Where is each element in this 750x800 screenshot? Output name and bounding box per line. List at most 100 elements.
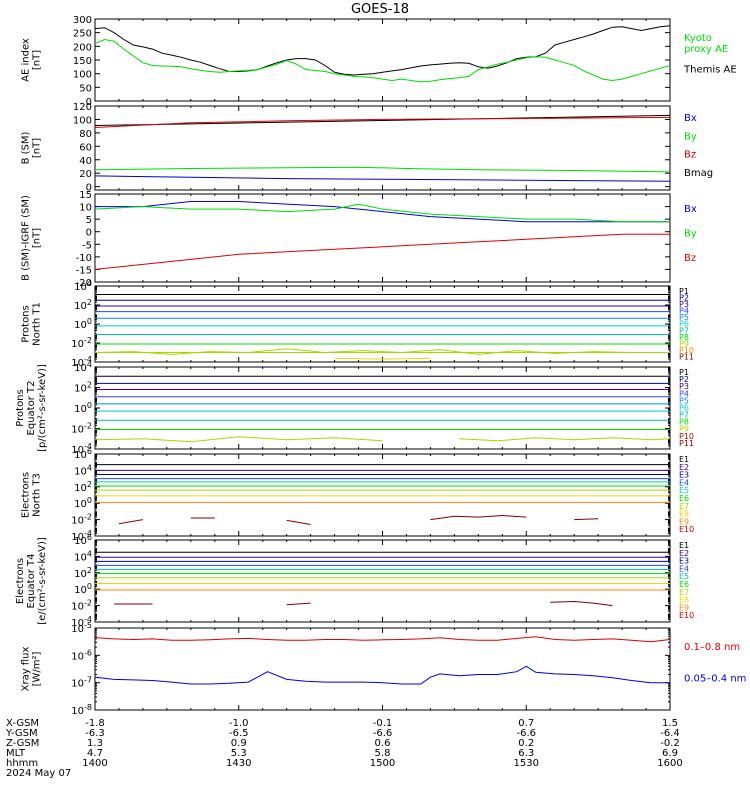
tick-exponent: -2 xyxy=(84,336,92,345)
legend-label: Kyoto xyxy=(684,33,712,44)
legend-label: Themis AE xyxy=(683,64,737,75)
y-tick-label: 10-4 xyxy=(71,615,92,629)
series-bx xyxy=(95,201,670,223)
channel-label-p1: P1 xyxy=(679,287,689,296)
tick-exponent: -5 xyxy=(84,621,92,630)
tick-exponent: -4 xyxy=(84,615,92,624)
channel-label-e9: E9 xyxy=(679,603,689,612)
panel-frame xyxy=(94,193,671,283)
y-tick-label: 102 xyxy=(74,381,92,395)
channel-label-p2: P2 xyxy=(679,294,689,303)
series-e10c xyxy=(286,519,311,525)
channel-label-p7: P7 xyxy=(679,326,689,335)
channel-label-e2: E2 xyxy=(679,549,689,558)
series-0-1-0-8-nm xyxy=(94,636,671,643)
tick-exponent: -4 xyxy=(84,529,92,538)
tick-base: 10 xyxy=(71,679,84,690)
y-tick-label: 106 xyxy=(74,533,92,547)
y-tick-label: 100 xyxy=(74,582,92,596)
series-p10 xyxy=(334,357,431,360)
channel-label-p4: P4 xyxy=(679,389,689,398)
channel-label-e10: E10 xyxy=(679,611,694,620)
channel-label-e9: E9 xyxy=(679,517,689,526)
channel-label-p10: P10 xyxy=(679,346,694,355)
footer-row-label: X-GSM xyxy=(6,718,39,729)
y-tick-label: 104 xyxy=(74,279,92,293)
tick-base: 10 xyxy=(71,651,84,662)
tick-exponent: -2 xyxy=(84,599,92,608)
y-tick-label: 300 xyxy=(73,15,92,26)
tick-exponent: 2 xyxy=(87,566,92,575)
y-tick-label: 100 xyxy=(73,70,92,81)
channel-label-p5: P5 xyxy=(679,396,689,405)
series-p9b xyxy=(459,437,671,442)
y-axis-label-line: Protons xyxy=(21,305,32,342)
y-axis-label-line: [nT] xyxy=(32,228,43,248)
channel-label-e7: E7 xyxy=(679,588,689,597)
footer-value: -6.5 xyxy=(229,728,249,739)
tick-exponent: 0 xyxy=(87,496,92,505)
tick-base: 10 xyxy=(74,450,87,461)
y-tick-label: 100 xyxy=(74,496,92,510)
series-by xyxy=(94,203,670,223)
footer-value: 1400 xyxy=(82,758,107,769)
tick-exponent: 0 xyxy=(87,582,92,591)
tick-exponent: 6 xyxy=(87,533,92,542)
tick-exponent: 2 xyxy=(87,480,92,489)
footer-row-label: MLT xyxy=(6,748,26,759)
tick-base: 10 xyxy=(74,320,87,331)
y-tick-label: 102 xyxy=(74,298,92,312)
channel-label-e1: E1 xyxy=(679,541,689,550)
footer-value: 1600 xyxy=(657,758,682,769)
legend-label: Bz xyxy=(684,253,696,264)
tick-base: 10 xyxy=(74,301,87,312)
tick-base: 10 xyxy=(74,384,87,395)
channel-label-p8: P8 xyxy=(679,333,689,342)
footer-value: 6.3 xyxy=(518,748,534,759)
y-tick-label: 10-2 xyxy=(71,422,92,436)
y-tick-label: 106 xyxy=(74,447,92,461)
tick-exponent: -2 xyxy=(84,513,92,522)
channel-label-e10: E10 xyxy=(679,525,694,534)
y-tick-label: 100 xyxy=(73,115,92,126)
footer-value: -0.1 xyxy=(373,718,393,729)
footer-row-label: Y-GSM xyxy=(5,728,38,739)
y-tick-label: 40 xyxy=(79,156,92,167)
tick-base: 10 xyxy=(74,569,87,580)
panel-frame xyxy=(94,453,671,537)
series-themis-ae xyxy=(94,25,671,76)
tick-base: 10 xyxy=(74,552,87,563)
tick-base: 10 xyxy=(74,499,87,510)
series-e10a xyxy=(118,519,143,525)
y-axis-label-line: B (SM) xyxy=(21,131,32,164)
legend-label: Bz xyxy=(684,150,696,161)
channel-label-p11: P11 xyxy=(679,439,694,448)
tick-exponent: -7 xyxy=(84,676,92,685)
y-tick-label: 20 xyxy=(79,169,92,180)
footer-value: 5.8 xyxy=(375,748,391,759)
footer-value: -6.6 xyxy=(373,728,393,739)
series-p9 xyxy=(94,348,670,355)
series-bmag xyxy=(94,114,671,126)
channel-label-p3: P3 xyxy=(679,382,689,391)
footer-value: 0.7 xyxy=(518,718,534,729)
y-axis-label-line: [nT] xyxy=(32,50,43,70)
y-tick-label: 0 xyxy=(86,183,92,194)
y-tick-label: 102 xyxy=(74,566,92,580)
series-bz xyxy=(94,233,670,270)
footer-value: 1.5 xyxy=(662,718,678,729)
channel-label-e1: E1 xyxy=(679,455,689,464)
y-tick-label: -10 xyxy=(76,253,92,264)
tick-exponent: 4 xyxy=(87,549,92,558)
tick-exponent: 2 xyxy=(87,298,92,307)
panel-ae: 0 50 100 150 200 250 300 AE index [nT] Kyotoproxy… xyxy=(21,15,737,108)
channel-label-e2: E2 xyxy=(679,463,689,472)
tick-exponent: 0 xyxy=(87,317,92,326)
y-tick-label: 10-4 xyxy=(71,442,92,456)
y-axis-label-line: Electrons xyxy=(15,558,26,604)
tick-base: 10 xyxy=(74,585,87,596)
channel-label-p9: P9 xyxy=(679,425,689,434)
y-tick-label: 80 xyxy=(79,129,92,140)
